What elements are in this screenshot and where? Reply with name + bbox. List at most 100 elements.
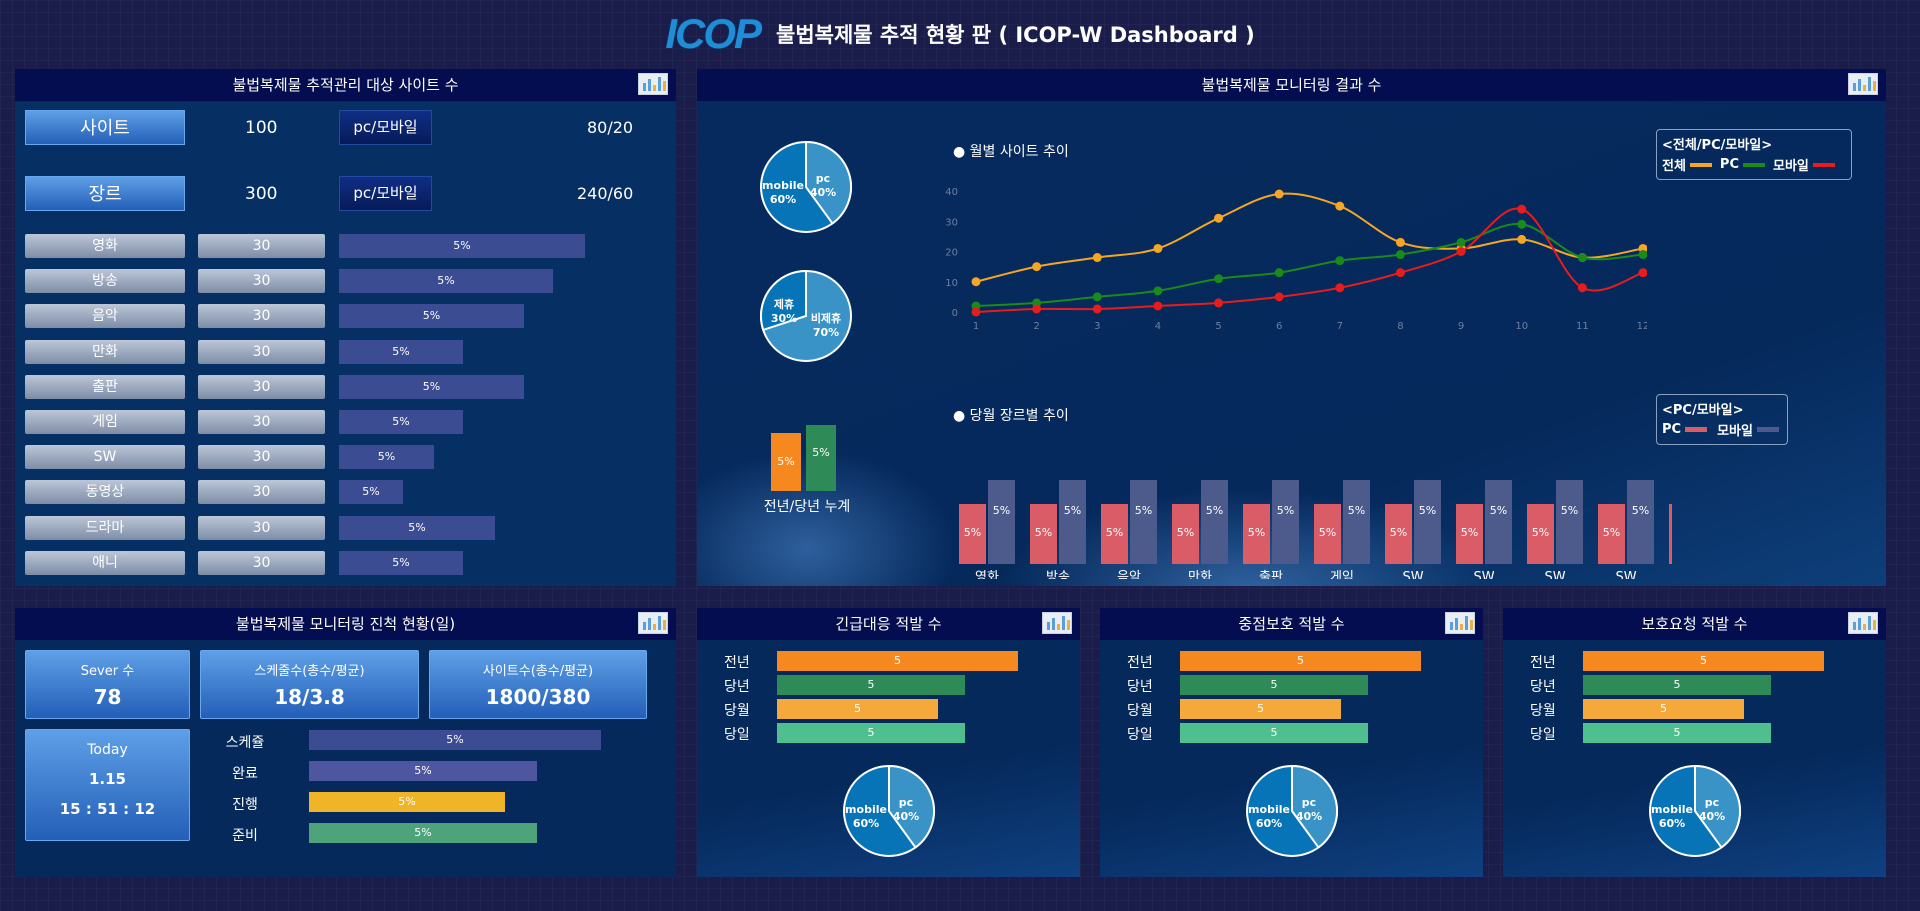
data-point[interactable] bbox=[1214, 213, 1224, 223]
bar-value-label: 5% bbox=[1390, 526, 1407, 539]
data-point[interactable] bbox=[1092, 253, 1102, 263]
detect-row-bar: 5 bbox=[1180, 699, 1341, 719]
bar-mobile[interactable] bbox=[1414, 480, 1441, 564]
data-point[interactable] bbox=[1274, 268, 1284, 278]
data-point[interactable] bbox=[1395, 250, 1405, 260]
bar-mobile[interactable] bbox=[1272, 480, 1299, 564]
genre-name[interactable]: 애니 bbox=[25, 550, 185, 575]
chart-icon[interactable] bbox=[1445, 612, 1475, 634]
data-point[interactable] bbox=[1577, 253, 1587, 263]
genre-bar-chart: 5% 5% 영화 5% 5% 방송 5% 5% 음악 5% 5% 만화 5% 5% 출판 5% 5% 게임 5% 5%… bbox=[959, 480, 1672, 579]
data-point[interactable] bbox=[1517, 204, 1527, 214]
schedule-count-label: 스케줄수(총수/평균) bbox=[254, 664, 365, 679]
data-point[interactable] bbox=[1153, 286, 1163, 296]
bar-pc[interactable] bbox=[1527, 504, 1554, 564]
bar-mobile[interactable] bbox=[988, 480, 1015, 564]
genre-name[interactable]: 방송 bbox=[25, 269, 185, 294]
pie-mobile-label: mobile bbox=[762, 179, 804, 192]
data-point[interactable] bbox=[1274, 189, 1284, 199]
data-point[interactable] bbox=[1214, 298, 1224, 308]
data-point[interactable] bbox=[1032, 262, 1042, 272]
chart-icon[interactable] bbox=[638, 612, 668, 634]
bar-pc[interactable] bbox=[1456, 504, 1483, 564]
genre-name[interactable]: 출판 bbox=[25, 374, 185, 399]
bar-mobile[interactable] bbox=[1059, 480, 1086, 564]
pie-partner-pct: 30% bbox=[771, 312, 797, 325]
data-point[interactable] bbox=[1577, 283, 1587, 293]
progress-row-bar: 5% bbox=[309, 761, 537, 781]
data-point[interactable] bbox=[971, 277, 981, 287]
data-point[interactable] bbox=[971, 307, 981, 317]
bar-pc[interactable] bbox=[1385, 504, 1412, 564]
bar-mobile[interactable] bbox=[1130, 480, 1157, 564]
detect-row-bar: 5 bbox=[1583, 723, 1771, 743]
chart-icon[interactable] bbox=[1848, 612, 1878, 634]
genre-share-bar: 5% bbox=[339, 269, 553, 294]
genre-split-label[interactable]: pc/모바일 bbox=[339, 176, 432, 211]
data-point[interactable] bbox=[1456, 247, 1466, 256]
genre-split-value: 240/60 bbox=[577, 184, 634, 203]
data-point[interactable] bbox=[1638, 268, 1648, 278]
data-point[interactable] bbox=[1092, 304, 1102, 314]
data-point[interactable] bbox=[1092, 292, 1102, 302]
genre-name[interactable]: 드라마 bbox=[25, 515, 185, 540]
genre-name[interactable]: SW bbox=[25, 445, 185, 470]
chart-icon[interactable] bbox=[638, 73, 668, 95]
bar-mobile[interactable] bbox=[1343, 480, 1370, 564]
genre-name[interactable]: 동영상 bbox=[25, 480, 185, 505]
genre-name[interactable]: 게임 bbox=[25, 410, 185, 434]
category-label: 출판 bbox=[1259, 570, 1283, 579]
genre-count: 30 bbox=[198, 550, 325, 575]
site-count-card[interactable]: 사이트수(총수/평균) 1800/380 bbox=[429, 650, 647, 719]
legend-total-label: 전체 bbox=[1662, 159, 1686, 174]
bar-mobile[interactable] bbox=[1556, 480, 1583, 564]
site-label[interactable]: 사이트 bbox=[25, 110, 185, 145]
bar-mobile[interactable] bbox=[1201, 480, 1228, 564]
server-count-card[interactable]: Sever 수 78 bbox=[25, 650, 190, 719]
chart-icon[interactable] bbox=[1042, 612, 1072, 634]
genre-name[interactable]: 영화 bbox=[25, 234, 185, 258]
bar-pc[interactable] bbox=[1172, 504, 1199, 564]
data-point[interactable] bbox=[1274, 292, 1284, 302]
legend-mobile-label: 모바일 bbox=[1717, 424, 1753, 439]
bar-pc[interactable] bbox=[1030, 504, 1057, 564]
bar-legend: <PC/모바일> PC 모바일 bbox=[1656, 394, 1788, 445]
data-point[interactable] bbox=[1395, 268, 1405, 278]
genre-name[interactable]: 음악 bbox=[25, 304, 185, 329]
data-point[interactable] bbox=[1214, 274, 1224, 284]
data-point[interactable] bbox=[1335, 283, 1345, 293]
data-point[interactable] bbox=[1335, 256, 1345, 266]
site-split-label[interactable]: pc/모바일 bbox=[339, 110, 432, 145]
bar-pc[interactable] bbox=[1598, 504, 1625, 564]
data-point[interactable] bbox=[1032, 304, 1042, 314]
bar-pc[interactable] bbox=[1243, 504, 1270, 564]
chart-icon[interactable] bbox=[1848, 73, 1878, 95]
data-point[interactable] bbox=[1517, 234, 1527, 244]
detect-row-label: 당년 bbox=[1127, 679, 1153, 695]
data-point[interactable] bbox=[1395, 237, 1405, 247]
data-point[interactable] bbox=[1456, 237, 1466, 247]
data-point[interactable] bbox=[1517, 219, 1527, 229]
data-point[interactable] bbox=[1153, 301, 1163, 311]
genre-label[interactable]: 장르 bbox=[25, 176, 185, 211]
x-tick-label: 4 bbox=[1155, 321, 1161, 329]
bar-pc[interactable] bbox=[959, 504, 986, 564]
bar-mobile[interactable] bbox=[1485, 480, 1512, 564]
bar-mobile[interactable] bbox=[1627, 480, 1654, 564]
data-point[interactable] bbox=[1638, 250, 1648, 260]
pie-pc-label: pc bbox=[816, 172, 830, 185]
data-point[interactable] bbox=[1335, 201, 1345, 211]
dashboard-header: ICOP 불법복제물 추적 현황 판 ( ICOP-W Dashboard ) bbox=[0, 0, 1920, 68]
genre-name[interactable]: 만화 bbox=[25, 339, 185, 364]
schedule-count-card[interactable]: 스케줄수(총수/평균) 18/3.8 bbox=[200, 650, 419, 719]
bar-pc[interactable] bbox=[1314, 504, 1341, 564]
genre-count: 30 bbox=[198, 304, 325, 329]
bar-pc[interactable] bbox=[1101, 504, 1128, 564]
legend-pc-swatch bbox=[1685, 427, 1708, 432]
cumulative-bar-curr: 5% bbox=[806, 425, 836, 491]
bar-pc[interactable] bbox=[1669, 504, 1672, 564]
data-point[interactable] bbox=[1153, 243, 1163, 253]
genre-share-bar: 5% bbox=[339, 304, 524, 329]
today-card[interactable]: Today 1.15 15 : 51 : 12 bbox=[25, 729, 190, 841]
